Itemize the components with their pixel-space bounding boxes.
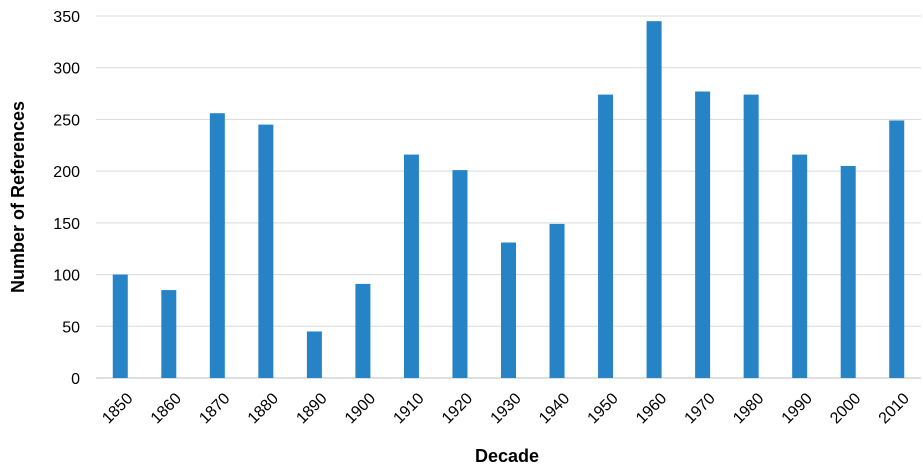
bar-1990: [792, 154, 808, 378]
y-tick-label: 350: [53, 9, 80, 26]
y-tick-label: 150: [53, 216, 80, 233]
bar-1950: [598, 94, 614, 378]
bar-1930: [501, 242, 516, 378]
x-tick-label: 1860: [148, 390, 185, 427]
x-tick-label: 1850: [99, 390, 136, 427]
bar-1900: [355, 283, 371, 378]
x-tick-label: 1970: [682, 390, 719, 427]
y-axis-title: Number of References: [8, 101, 28, 293]
bar-1850: [112, 274, 128, 378]
x-tick-label: 1920: [439, 390, 476, 427]
x-tick-label: 1890: [293, 390, 330, 427]
x-tick-label: 1940: [536, 390, 573, 427]
x-tick-label: 2000: [827, 390, 864, 427]
y-tick-label: 0: [71, 371, 80, 388]
bar-2000: [840, 165, 856, 378]
y-tick-label: 50: [62, 319, 80, 336]
x-tick-label: 1990: [779, 390, 816, 427]
bar-1860: [161, 290, 177, 378]
y-tick-label: 250: [53, 112, 80, 129]
x-tick-label: 1930: [487, 390, 524, 427]
bar-1890: [306, 331, 322, 378]
x-tick-label: 1910: [390, 390, 427, 427]
y-tick-labels: 0 50 100 150 200 250 300 350: [53, 9, 80, 388]
x-tick-label: 1900: [342, 390, 379, 427]
y-tick-label: 100: [53, 268, 80, 285]
bar-1880: [258, 124, 274, 378]
bar-1960: [646, 21, 662, 379]
x-tick-label: 1980: [730, 390, 767, 427]
x-tick-label: 2010: [876, 390, 913, 427]
bar-1910: [403, 154, 419, 378]
bars: [112, 21, 905, 379]
bar-1870: [209, 113, 225, 379]
bar-1940: [549, 223, 565, 378]
y-tick-label: 300: [53, 61, 80, 78]
y-tick-label: 200: [53, 164, 80, 181]
bar-1970: [695, 91, 711, 378]
bar-1920: [452, 170, 468, 378]
x-axis-title: Decade: [475, 446, 539, 466]
x-tick-label: 1870: [196, 390, 233, 427]
bar-2010: [889, 120, 905, 378]
x-tick-label: 1960: [633, 390, 670, 427]
x-tick-label: 1880: [245, 390, 282, 427]
x-tick-labels: 1850 1860 1870 1880 1890 1900 1910 1920 1930 1940…: [99, 390, 913, 427]
x-tick-label: 1950: [585, 390, 622, 427]
bar-1980: [743, 94, 759, 378]
